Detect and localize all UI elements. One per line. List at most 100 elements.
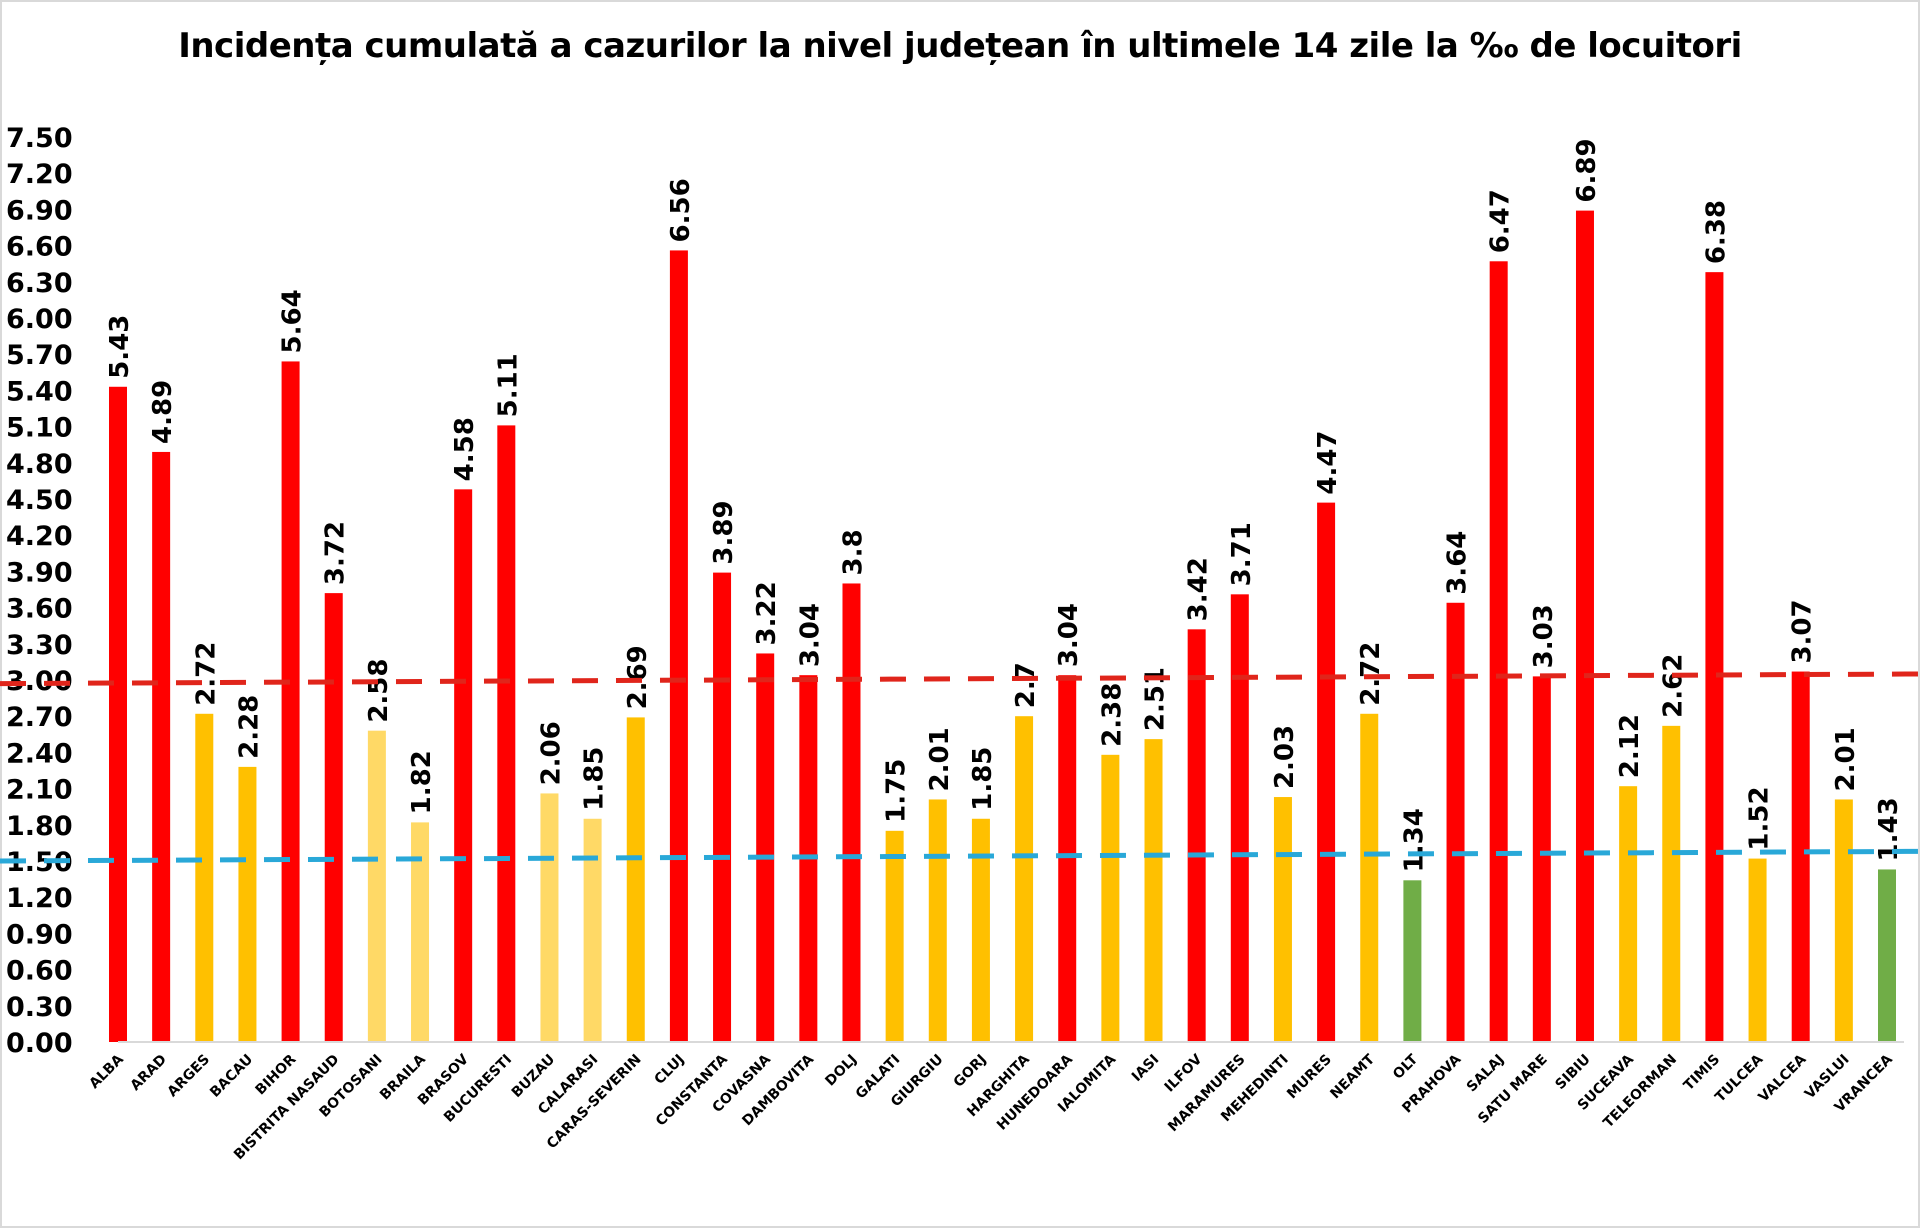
- bar: [1360, 713, 1379, 1042]
- data-label: 1.52: [1745, 786, 1775, 850]
- x-tick-label: HUNEDOARA: [994, 1051, 1076, 1133]
- bar: [713, 572, 732, 1042]
- bar: [1446, 602, 1465, 1042]
- data-label: 5.43: [105, 315, 135, 379]
- data-label: 3.07: [1788, 599, 1818, 663]
- x-tick-label: SIBIU: [1552, 1052, 1593, 1093]
- y-tick-label: 0.00: [6, 1028, 73, 1059]
- chart-title: Incidența cumulată a cazurilor la nivel …: [178, 26, 1742, 66]
- data-label: 6.38: [1701, 200, 1731, 264]
- bar: [1575, 210, 1594, 1042]
- y-tick-label: 3.60: [6, 594, 73, 625]
- data-label: 1.85: [580, 747, 610, 811]
- y-tick-label: 0.30: [6, 992, 73, 1023]
- data-label: 3.8: [838, 529, 868, 575]
- data-label: 5.11: [493, 353, 523, 417]
- x-tick-label: ARGES: [164, 1052, 213, 1101]
- bar: [195, 713, 214, 1042]
- x-tick-label: VALCEA: [1756, 1051, 1810, 1105]
- bar: [454, 489, 473, 1042]
- data-label: 2.01: [1831, 727, 1861, 791]
- bar: [1144, 739, 1163, 1042]
- bar: [756, 653, 775, 1042]
- bar: [626, 717, 645, 1042]
- y-tick-label: 6.90: [6, 195, 73, 226]
- x-tick-label: TIMIS: [1681, 1052, 1723, 1094]
- bar: [411, 822, 430, 1042]
- data-label: 6.56: [666, 178, 696, 242]
- bar: [281, 361, 300, 1042]
- data-label: 4.89: [148, 380, 178, 444]
- x-tick-label: BACAU: [207, 1052, 256, 1101]
- bar: [1273, 797, 1292, 1042]
- y-tick-label: 4.20: [6, 521, 73, 552]
- y-tick-label: 3.30: [6, 630, 73, 661]
- x-tick-label: DOLJ: [822, 1052, 860, 1090]
- bar: [109, 386, 127, 1042]
- data-label: 5.64: [278, 289, 308, 353]
- bar: [885, 830, 904, 1042]
- bar: [1317, 502, 1336, 1042]
- reference-line: [0, 671, 1920, 687]
- bar: [1705, 272, 1724, 1042]
- y-tick-label: 2.40: [6, 738, 73, 769]
- y-tick-label: 6.00: [6, 304, 73, 335]
- x-tick-label: ALBA: [86, 1051, 127, 1092]
- y-tick-label: 5.40: [6, 376, 73, 407]
- data-label: 2.12: [1615, 714, 1645, 778]
- bar: [540, 793, 559, 1042]
- y-tick-label: 6.30: [6, 268, 73, 299]
- y-tick-label: 0.60: [6, 956, 73, 987]
- y-tick-label: 5.70: [6, 340, 73, 371]
- bar: [1230, 594, 1249, 1042]
- data-label: 2.69: [623, 645, 653, 709]
- data-label: 1.85: [968, 747, 998, 811]
- x-tick-label: ARAD: [127, 1052, 169, 1094]
- bar: [1878, 869, 1896, 1042]
- y-tick-label: 0.90: [6, 919, 73, 950]
- bar: [971, 818, 990, 1042]
- y-tick-label: 4.50: [6, 485, 73, 516]
- data-label: 3.22: [752, 581, 782, 645]
- data-label: 2.58: [364, 659, 394, 723]
- bar: [669, 250, 688, 1043]
- data-label: 6.47: [1486, 189, 1516, 253]
- y-tick-label: 4.80: [6, 449, 73, 480]
- data-label: 3.72: [321, 521, 351, 585]
- x-tick-label: IASI: [1129, 1052, 1162, 1085]
- y-tick-label: 3.90: [6, 557, 73, 588]
- bar: [583, 818, 602, 1042]
- data-label: 2.06: [536, 721, 566, 785]
- data-label: 3.71: [1227, 522, 1257, 586]
- bar: [1834, 799, 1853, 1042]
- y-tick-label: 6.60: [6, 232, 73, 263]
- data-label: 2.38: [1097, 683, 1127, 747]
- data-label: 3.04: [795, 603, 825, 667]
- x-tick-label: MURES: [1284, 1052, 1335, 1103]
- bar: [1662, 725, 1681, 1042]
- data-label: 2.03: [1270, 725, 1300, 789]
- data-label: 3.64: [1443, 531, 1473, 595]
- bar: [928, 799, 947, 1042]
- x-tick-label: OLT: [1390, 1051, 1421, 1082]
- bar: [238, 766, 257, 1042]
- data-label: 2.01: [925, 727, 955, 791]
- bar: [1187, 629, 1206, 1042]
- bar: [152, 451, 171, 1042]
- data-label: 2.62: [1658, 654, 1688, 718]
- data-label: 2.28: [234, 695, 264, 759]
- bar: [1058, 675, 1077, 1042]
- y-tick-label: 7.50: [6, 123, 73, 154]
- bar: [1748, 858, 1767, 1042]
- bar: [1489, 261, 1508, 1043]
- bar: [367, 730, 386, 1042]
- bar: [1791, 671, 1810, 1042]
- data-label: 1.82: [407, 750, 437, 814]
- data-label: 4.58: [450, 417, 480, 481]
- bar: [842, 583, 861, 1042]
- data-label: 6.89: [1572, 138, 1602, 202]
- x-tick-label: GORJ: [951, 1052, 990, 1091]
- y-tick-label: 5.10: [6, 413, 73, 444]
